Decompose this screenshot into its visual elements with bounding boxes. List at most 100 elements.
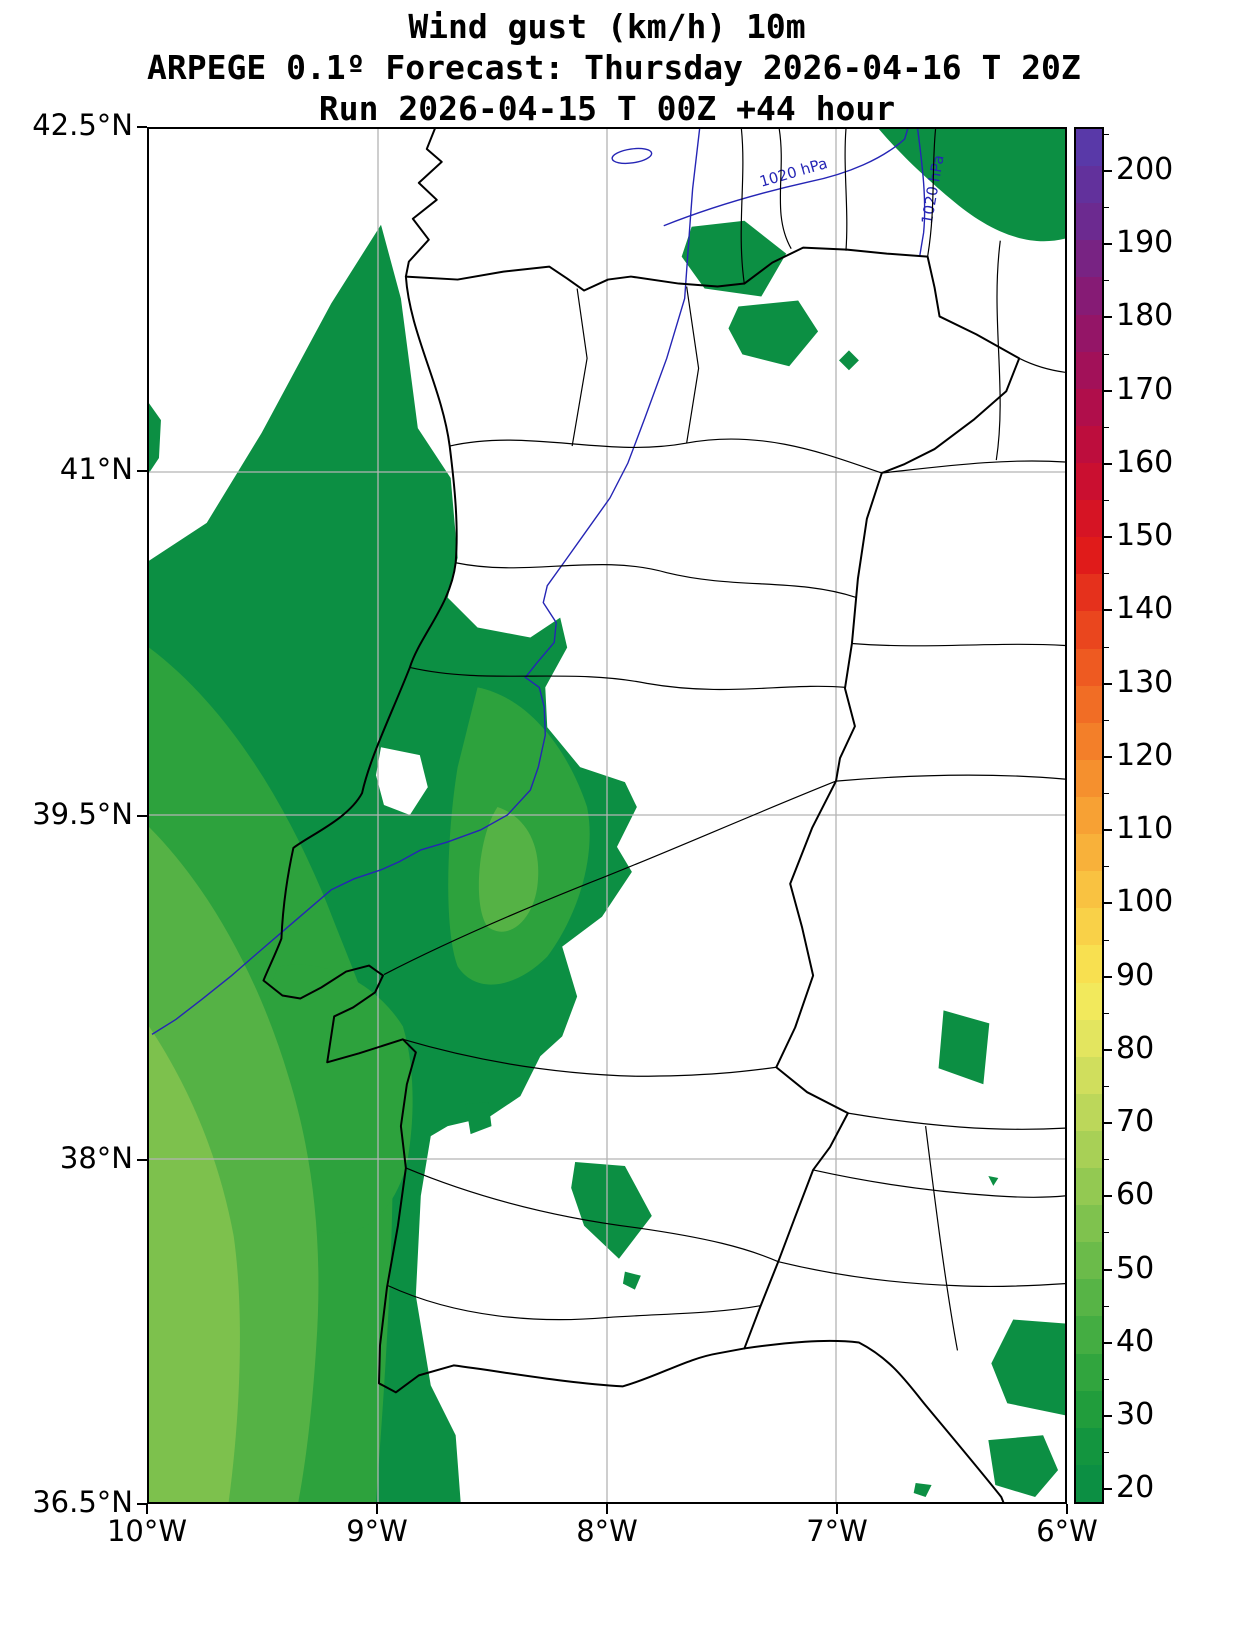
- lat-tick-label: 41°N: [59, 452, 133, 487]
- colorbar-minor-tick: [1104, 1305, 1109, 1307]
- colorbar-minor-tick: [1104, 426, 1109, 428]
- colorbar-tick-label: 120: [1116, 737, 1174, 773]
- lat-tick-label: 38°N: [59, 1140, 133, 1175]
- colorbar-minor-tick: [1104, 866, 1109, 868]
- colorbar-minor-tick: [1104, 1159, 1109, 1161]
- isobar-closed-loop: [611, 147, 653, 165]
- colorbar-tick-label: 140: [1116, 591, 1174, 627]
- colorbar-segment: [1076, 572, 1102, 612]
- colorbar-minor-tick: [1104, 280, 1109, 282]
- colorbar-segment: [1076, 721, 1102, 760]
- colorbar-minor-tick: [1104, 1232, 1109, 1234]
- plot-title: Wind gust (km/h) 10m: [408, 7, 806, 46]
- colorbar-segment: [1076, 201, 1102, 241]
- colorbar-tick-label: 170: [1116, 371, 1174, 407]
- colorbar-segment: [1076, 1463, 1102, 1502]
- colorbar-minor-tick: [1104, 353, 1109, 355]
- colorbar: [1074, 127, 1104, 1504]
- colorbar-tick-label: 100: [1116, 884, 1174, 920]
- colorbar-tick-label: 20: [1116, 1470, 1155, 1506]
- colorbar-tick-mark: [1104, 462, 1112, 465]
- colorbar-tick-label: 50: [1116, 1250, 1155, 1286]
- lon-tick-mark: [376, 1504, 378, 1514]
- colorbar-segment: [1076, 164, 1102, 204]
- colorbar-minor-tick: [1104, 573, 1109, 575]
- colorbar-tick-mark: [1104, 755, 1112, 758]
- lat-tick-mark: [137, 1503, 147, 1505]
- colorbar-tick-label: 70: [1116, 1104, 1155, 1140]
- lon-tick-label: 8°W: [576, 1514, 638, 1548]
- colorbar-segment: [1076, 238, 1102, 278]
- colorbar-tick-label: 190: [1116, 225, 1174, 261]
- colorbar-segment: [1076, 1092, 1102, 1131]
- colorbar-segment: [1076, 869, 1102, 909]
- colorbar-segment: [1076, 1389, 1102, 1428]
- colorbar-segment: [1076, 1315, 1102, 1354]
- colorbar-segment: [1076, 944, 1102, 983]
- colorbar-minor-tick: [1104, 1452, 1109, 1454]
- colorbar-minor-tick: [1104, 646, 1109, 648]
- colorbar-segment: [1076, 1055, 1102, 1094]
- colorbar-segment: [1076, 795, 1102, 835]
- colorbar-segment: [1076, 313, 1102, 352]
- colorbar-tick-label: 30: [1116, 1397, 1155, 1433]
- lat-tick-mark: [137, 1158, 147, 1161]
- colorbar-tick-mark: [1104, 1415, 1112, 1418]
- colorbar-segment: [1076, 832, 1102, 872]
- colorbar-segment: [1076, 1166, 1102, 1206]
- colorbar-segment: [1076, 276, 1102, 315]
- colorbar-tick-label: 110: [1116, 811, 1174, 847]
- colorbar-tick-label: 160: [1116, 444, 1174, 480]
- colorbar-tick-mark: [1104, 243, 1112, 246]
- colorbar-segment: [1076, 981, 1102, 1020]
- colorbar-minor-tick: [1104, 793, 1109, 795]
- lon-tick-mark: [1066, 1504, 1068, 1514]
- isobar-1020-vertical: [916, 129, 926, 257]
- lon-tick-mark: [836, 1504, 838, 1514]
- colorbar-minor-tick: [1104, 207, 1109, 209]
- colorbar-tick-label: 40: [1116, 1323, 1155, 1359]
- colorbar-tick-mark: [1104, 975, 1112, 978]
- colorbar-tick-mark: [1104, 1122, 1112, 1125]
- title-block: Wind gust (km/h) 10m ARPEGE 0.1º Forecas…: [147, 6, 1081, 129]
- colorbar-minor-tick: [1104, 1012, 1109, 1014]
- lat-tick-label: 36.5°N: [32, 1485, 133, 1519]
- colorbar-segment: [1076, 758, 1102, 797]
- colorbar-segment: [1076, 350, 1102, 389]
- colorbar-tick-mark: [1104, 1488, 1112, 1491]
- lon-tick-mark: [606, 1504, 608, 1514]
- colorbar-minor-tick: [1104, 939, 1109, 941]
- colorbar-tick-mark: [1104, 829, 1112, 832]
- colorbar-segment: [1076, 1352, 1102, 1391]
- lat-tick-mark: [137, 814, 147, 817]
- colorbar-segment: [1076, 535, 1102, 575]
- colorbar-segment: [1076, 1018, 1102, 1057]
- lat-tick-mark: [137, 470, 147, 473]
- lat-tick-label: 39.5°N: [32, 796, 133, 831]
- colorbar-tick-mark: [1104, 1268, 1112, 1271]
- colorbar-tick-label: 90: [1116, 957, 1155, 993]
- colorbar-minor-tick: [1104, 1086, 1109, 1087]
- colorbar-segment: [1076, 498, 1102, 538]
- isobar-1020-north: [663, 129, 909, 227]
- lat-tick-label: 42.5°N: [32, 108, 133, 142]
- colorbar-segment: [1076, 1426, 1102, 1465]
- colorbar-segment: [1076, 1129, 1102, 1169]
- plot-subtitle: ARPEGE 0.1º Forecast: Thursday 2026-04-1…: [147, 48, 1081, 87]
- colorbar-segment: [1076, 610, 1102, 649]
- colorbar-gradient: [1076, 129, 1102, 1502]
- colorbar-segment: [1076, 424, 1102, 463]
- gust-area-level3-inland-core: [478, 807, 539, 932]
- colorbar-minor-tick: [1104, 719, 1109, 721]
- colorbar-segment: [1076, 647, 1102, 686]
- colorbar-segment: [1076, 387, 1102, 426]
- colorbar-tick-mark: [1104, 316, 1112, 319]
- colorbar-tick-mark: [1104, 1341, 1112, 1344]
- colorbar-tick-mark: [1104, 1048, 1112, 1051]
- isobar-1020-main: [151, 129, 701, 1035]
- colorbar-segment: [1076, 684, 1102, 723]
- gust-area-white-hole: [376, 747, 428, 816]
- lat-tick-mark: [137, 126, 147, 128]
- lon-tick-label: 9°W: [346, 1514, 408, 1548]
